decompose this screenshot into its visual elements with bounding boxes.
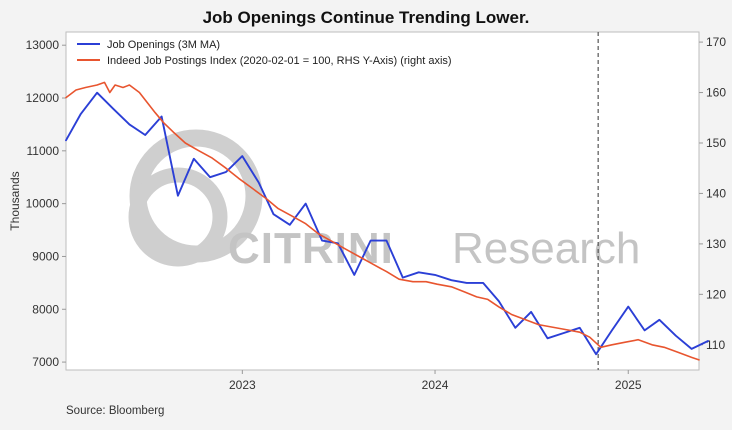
y-left-tick-label: 10000 bbox=[26, 197, 60, 211]
watermark-brand: CITRINI bbox=[228, 224, 394, 273]
y-right-tick-label: 110 bbox=[706, 338, 725, 352]
y-left-tick-label: 11000 bbox=[27, 144, 60, 158]
watermark: CITRINI Research bbox=[128, 129, 640, 273]
legend-label-job-openings: Job Openings (3M MA) bbox=[107, 39, 220, 51]
legend: Job Openings (3M MA) Indeed Job Postings… bbox=[77, 39, 452, 67]
chart-title: Job Openings Continue Trending Lower. bbox=[203, 8, 530, 27]
y-right-tick-label: 150 bbox=[706, 136, 726, 150]
y-left-tick-label: 8000 bbox=[32, 302, 59, 316]
y-right-tick-label: 160 bbox=[706, 86, 726, 100]
series-line-indeed bbox=[65, 81, 700, 361]
y-right-tick-label: 120 bbox=[706, 287, 726, 301]
y-left-tick-label: 12000 bbox=[26, 91, 60, 105]
series-layer bbox=[65, 81, 709, 361]
y-right-tick-label: 170 bbox=[706, 35, 726, 49]
x-tick-label: 2025 bbox=[615, 378, 642, 392]
watermark-suffix: Research bbox=[452, 224, 640, 273]
series-line-job-openings bbox=[65, 91, 709, 356]
watermark-ring-inner bbox=[128, 167, 228, 267]
plot-area bbox=[65, 31, 700, 371]
y-right-tick-label: 140 bbox=[706, 186, 726, 200]
y-axis-title: Thousands bbox=[8, 171, 22, 230]
y-left-tick-label: 7000 bbox=[32, 355, 59, 369]
y-left-tick-label: 13000 bbox=[26, 38, 60, 52]
y-right-tick-label: 130 bbox=[706, 237, 726, 251]
x-tick-label: 2023 bbox=[229, 378, 256, 392]
x-tick-label: 2024 bbox=[422, 378, 449, 392]
y-left-tick-label: 9000 bbox=[32, 249, 59, 263]
axes: 7000 8000 9000 10000 11000 12000 13000 110 120 13… bbox=[26, 32, 726, 392]
legend-label-indeed: Indeed Job Postings Index (2020-02-01 = … bbox=[107, 55, 452, 67]
source-note: Source: Bloomberg bbox=[66, 405, 164, 417]
